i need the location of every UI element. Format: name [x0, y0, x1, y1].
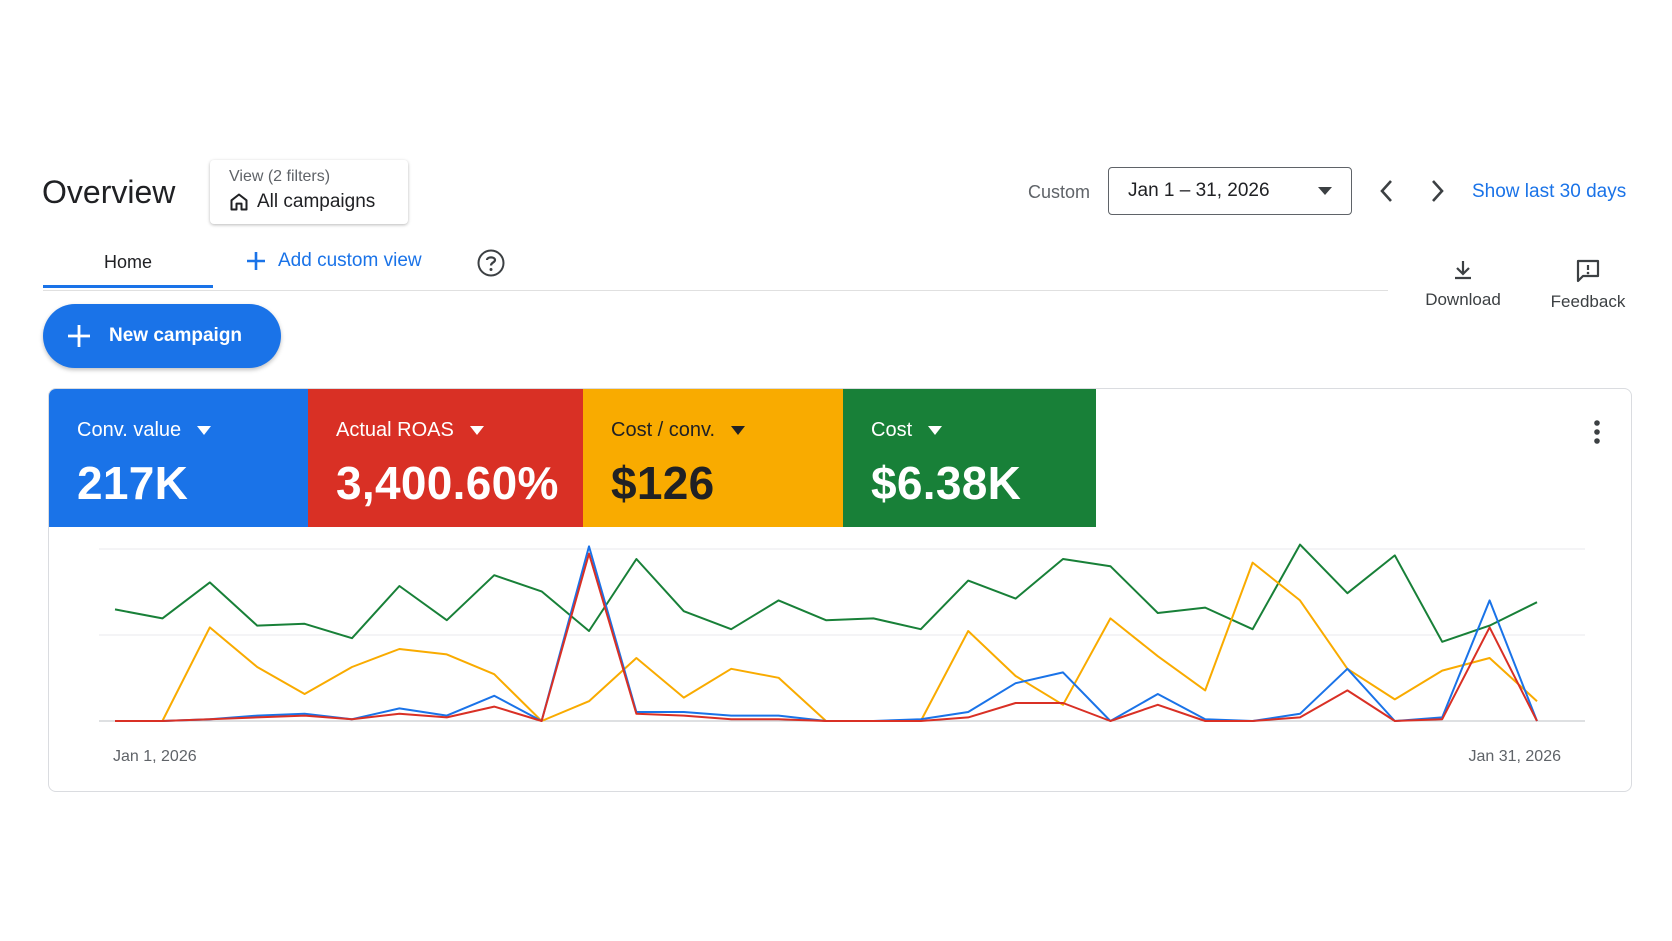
- download-label: Download: [1425, 290, 1501, 309]
- metric-tile-actual-roas[interactable]: Actual ROAS 3,400.60%: [308, 389, 583, 527]
- date-range-value: Jan 1 – 31, 2026: [1128, 180, 1270, 201]
- view-filter-value: All campaigns: [257, 191, 376, 212]
- more-options-icon[interactable]: [1593, 419, 1601, 450]
- feedback-icon: [1576, 259, 1600, 283]
- download-button[interactable]: Download: [1408, 258, 1518, 310]
- caret-down-icon: [731, 426, 746, 435]
- add-custom-view-label: Add custom view: [278, 250, 422, 271]
- date-mode-label: Custom: [1028, 182, 1091, 202]
- metric-label: Actual ROAS: [336, 419, 454, 441]
- metric-value: $126: [611, 457, 715, 509]
- show-last-30-days-link[interactable]: Show last 30 days: [1472, 181, 1627, 202]
- caret-down-icon: [197, 426, 212, 435]
- metric-tile-cost-per-conv[interactable]: Cost / conv. $126: [583, 389, 843, 527]
- view-filter-selector[interactable]: View (2 filters) All campaigns: [210, 160, 408, 224]
- add-custom-view-button[interactable]: Add custom view: [246, 250, 422, 272]
- plus-icon: [247, 252, 265, 270]
- help-icon[interactable]: [476, 248, 506, 283]
- performance-card: Conv. value 217K Actual ROAS 3,400.60% C…: [48, 388, 1632, 792]
- new-campaign-label: New campaign: [109, 325, 243, 346]
- metric-value: 3,400.60%: [336, 457, 559, 509]
- caret-down-icon: [469, 426, 484, 435]
- series-line-1: [114, 543, 1538, 643]
- caret-down-icon: [1318, 187, 1332, 195]
- chevron-left-icon: [1380, 180, 1392, 202]
- date-range-dropdown[interactable]: Jan 1 – 31, 2026: [1108, 167, 1352, 215]
- new-campaign-button[interactable]: New campaign: [43, 304, 281, 368]
- feedback-button[interactable]: Feedback: [1533, 258, 1643, 312]
- series-line-2: [115, 561, 1538, 722]
- caret-down-icon: [928, 426, 943, 435]
- metric-label: Cost / conv.: [611, 419, 716, 441]
- performance-line-chart: Jan 1, 2026 Jan 31, 2026: [99, 543, 1585, 765]
- chevron-right-icon: [1432, 180, 1444, 202]
- view-filter-caption: View (2 filters): [229, 168, 331, 185]
- series-line-4: [115, 552, 1538, 722]
- metric-label: Cost: [871, 419, 913, 441]
- download-icon: [1455, 261, 1471, 280]
- metric-tile-conv-value[interactable]: Conv. value 217K: [49, 389, 308, 527]
- home-icon: [230, 193, 248, 211]
- x-tick-label-end: Jan 31, 2026: [1468, 748, 1561, 765]
- metric-tile-cost[interactable]: Cost $6.38K: [843, 389, 1096, 527]
- plus-icon: [68, 325, 90, 347]
- metric-value: 217K: [77, 457, 189, 509]
- page-title: Overview: [42, 174, 176, 210]
- next-period-button[interactable]: [1422, 175, 1454, 207]
- feedback-label: Feedback: [1550, 292, 1626, 311]
- metric-label: Conv. value: [77, 419, 182, 441]
- previous-period-button[interactable]: [1370, 175, 1402, 207]
- tab-home[interactable]: Home: [43, 238, 213, 288]
- tab-divider: [43, 290, 1388, 291]
- metric-value: $6.38K: [871, 457, 1022, 509]
- x-tick-label-start: Jan 1, 2026: [113, 748, 197, 765]
